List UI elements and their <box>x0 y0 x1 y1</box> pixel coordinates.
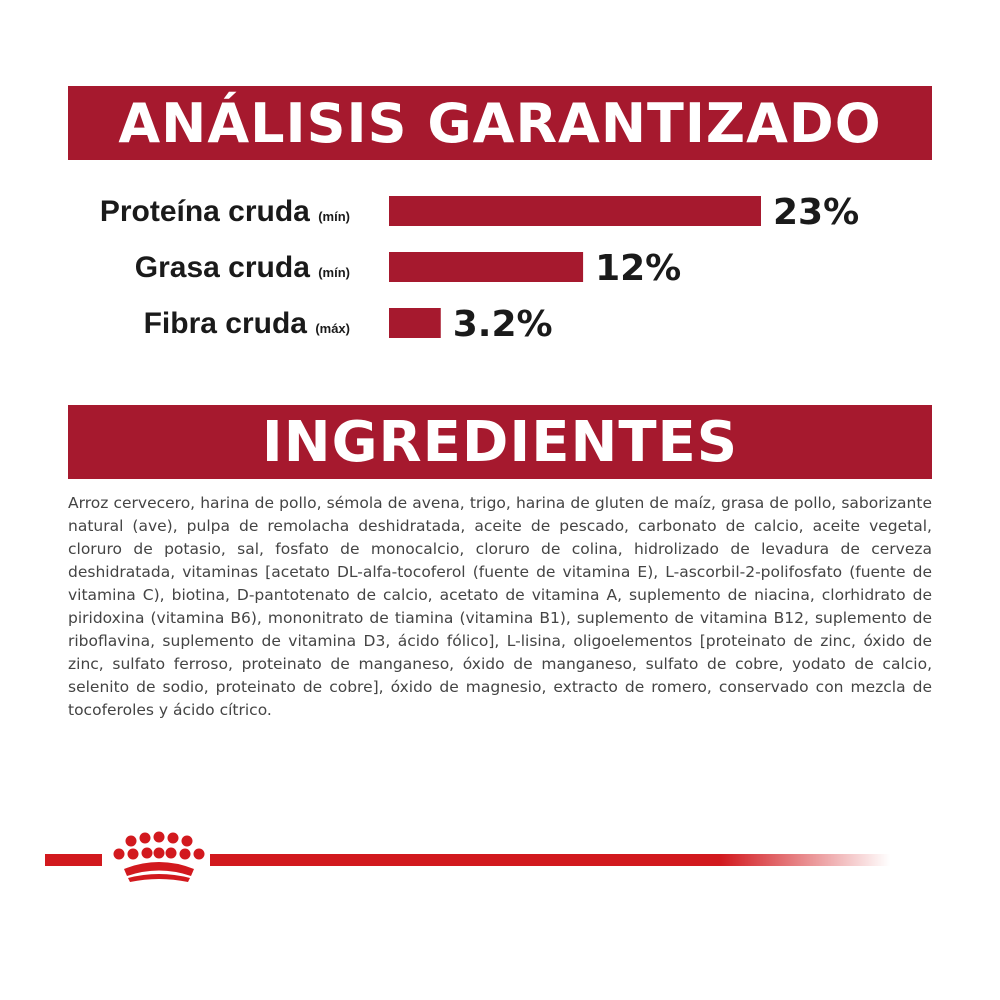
value-label: 23% <box>773 192 859 233</box>
category-qualifier: (mín) <box>318 209 350 224</box>
bar <box>389 252 584 282</box>
value-label: 3.2% <box>453 304 553 345</box>
category-qualifier: (mín) <box>318 265 350 280</box>
ingredients-heading-text: INGREDIENTES <box>261 409 739 475</box>
footer-brand-line <box>45 831 890 882</box>
bar <box>389 308 441 338</box>
nutrient-bar-chart: Proteína cruda (mín) 23% Grasa cruda (mín)… <box>100 192 859 345</box>
category-label: Grasa cruda (mín) <box>135 251 350 284</box>
footer-line-left <box>45 854 102 866</box>
bar <box>389 196 761 226</box>
footer-line-right <box>210 854 890 866</box>
crown-icon <box>113 831 205 882</box>
analysis-heading-text: ANÁLISIS GARANTIZADO <box>118 91 882 155</box>
category-qualifier: (máx) <box>315 321 350 336</box>
ingredients-heading: INGREDIENTES <box>68 405 932 479</box>
category-label: Fibra cruda (máx) <box>144 307 350 340</box>
analysis-heading: ANÁLISIS GARANTIZADO <box>68 86 932 160</box>
ingredients-text: Arroz cervecero, harina de pollo, sémola… <box>68 494 932 719</box>
category-label: Proteína cruda (mín) <box>100 195 350 228</box>
value-label: 12% <box>595 248 681 289</box>
